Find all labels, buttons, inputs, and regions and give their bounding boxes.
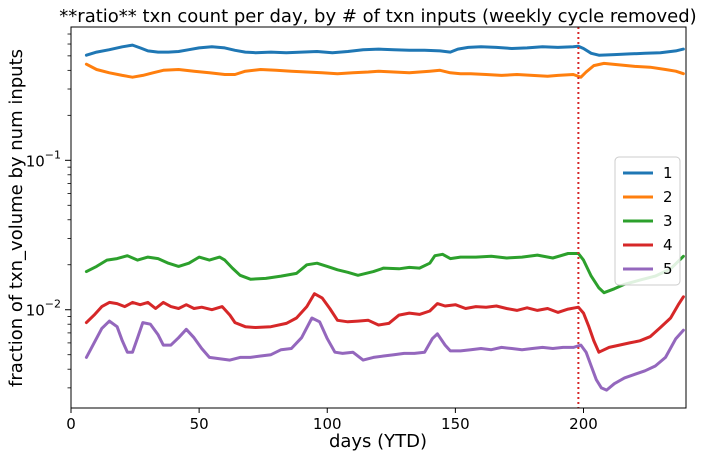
series-line-3 [84, 252, 685, 295]
chart-title: **ratio** txn count per day, by # of txn… [59, 6, 696, 27]
y-tick-label: 10−1 [26, 148, 61, 170]
legend-label-2: 2 [663, 188, 673, 206]
x-tick-label: 50 [190, 415, 209, 433]
x-axis-title: days (YTD) [329, 431, 427, 452]
y-tick-label: 10−2 [26, 298, 61, 320]
legend: 1 2 3 4 5 [614, 156, 681, 286]
series-line-5 [84, 316, 685, 392]
plot-area [70, 26, 687, 409]
series-line-1 [84, 43, 685, 57]
x-tick-label: 100 [313, 415, 342, 433]
y-axis-title: fraction of txn_volume by num inputs [6, 49, 27, 387]
x-tick-label: 150 [441, 415, 470, 433]
series-line-2 [84, 61, 685, 79]
series-line-4 [84, 292, 685, 354]
x-axis: 0 50 100 150 200 [66, 408, 598, 433]
legend-label-4: 4 [663, 236, 673, 254]
x-tick-label: 200 [569, 415, 598, 433]
y-axis: 10−2 10−1 [26, 33, 71, 389]
legend-label-5: 5 [663, 260, 673, 278]
x-tick-label: 0 [66, 415, 76, 433]
legend-label-1: 1 [663, 164, 673, 182]
legend-label-3: 3 [663, 212, 673, 230]
plot-frame [70, 26, 687, 409]
